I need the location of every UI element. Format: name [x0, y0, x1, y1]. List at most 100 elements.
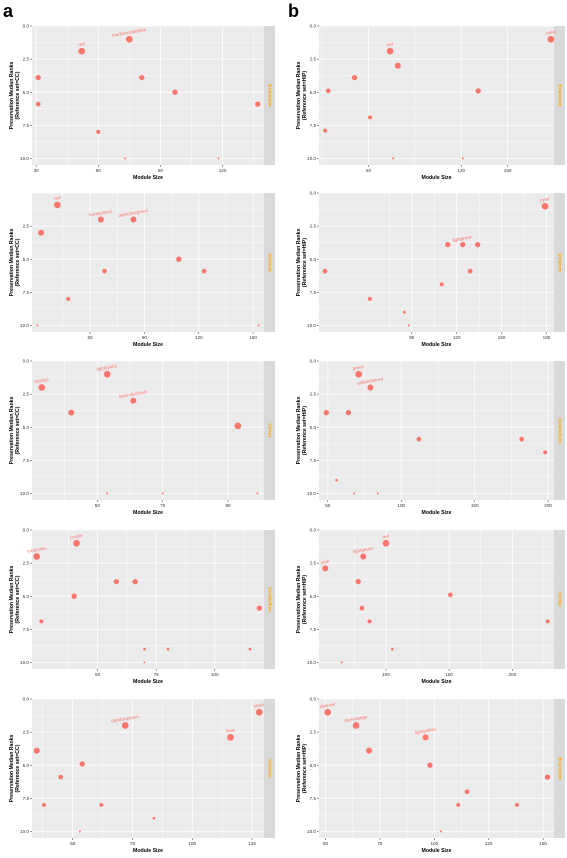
y-axis-title-line: Preservation Median Ranks [9, 397, 15, 465]
y-tick-label: 2.5 [310, 561, 317, 566]
data-point [96, 129, 101, 134]
data-point [464, 789, 470, 795]
x-tick-label: 150 [445, 672, 453, 677]
x-axis-title: Module Size [422, 848, 452, 854]
facet-strip [554, 699, 565, 838]
y-tick-label: 2.5 [23, 57, 30, 62]
facet-strip [264, 361, 275, 500]
point-label: black [253, 702, 265, 709]
x-tick-label: 60 [366, 168, 372, 173]
panel-letter-b: b [288, 1, 299, 21]
x-tick-label: 60 [87, 335, 93, 340]
scatter-panel-a-3: Cortex 50 70 90 0.0 2.5 5.0 7.5 10.0 Module Size P… [9, 359, 275, 516]
y-tick-label: 10.0 [307, 323, 316, 328]
data-point [323, 409, 330, 416]
y-axis-title-line: (Reference set=HIP) [302, 238, 308, 287]
facet-strip-label: Cortex [557, 592, 562, 607]
data-point [130, 216, 137, 223]
data-point [248, 647, 252, 651]
y-axis-title-line: (Reference set=HIP) [302, 744, 308, 793]
x-tick-label: 100 [382, 672, 390, 677]
x-axis-title: Module Size [422, 175, 452, 181]
y-axis-title: Preservation Median Ranks(Reference set=… [9, 735, 21, 803]
y-tick-label: 2.5 [23, 730, 30, 735]
plot-background [32, 193, 264, 332]
point-label: darkorange [344, 714, 368, 723]
data-point [33, 747, 40, 754]
data-point [227, 734, 234, 741]
y-tick-label: 7.5 [310, 796, 317, 801]
plots-container: Brainstem 30 60 90 120 0.0 2.5 5.0 7.5 10.0 Module… [9, 24, 565, 854]
y-tick-label: 7.5 [23, 627, 30, 632]
data-point [79, 761, 85, 767]
data-point [407, 324, 410, 327]
data-point [368, 115, 373, 120]
facet-strip-label: Cerebellum [557, 418, 562, 443]
y-tick-label: 0.0 [310, 697, 317, 702]
y-axis-title-line: Preservation Median Ranks [9, 62, 15, 130]
y-axis-title-line: (Reference set=HIP) [302, 71, 308, 120]
point-label: lightcyan1 [96, 363, 118, 372]
data-point [124, 157, 127, 160]
y-tick-label: 10.0 [307, 829, 316, 834]
data-point [126, 35, 133, 43]
data-point [359, 605, 365, 611]
x-tick-label: 75 [130, 841, 136, 846]
x-tick-label: 150 [249, 335, 257, 340]
data-point [325, 88, 331, 94]
x-tick-label: 150 [504, 168, 512, 173]
x-tick-label: 150 [471, 503, 479, 508]
y-tick-label: 7.5 [23, 458, 30, 463]
x-tick-label: 70 [160, 503, 166, 508]
x-tick-label: 120 [453, 335, 461, 340]
point-label: lightyellow [414, 726, 436, 735]
data-point [71, 593, 77, 599]
data-point [102, 268, 107, 274]
data-point [367, 619, 372, 624]
x-axis-title: Module Size [133, 510, 163, 516]
point-label: red [386, 41, 394, 47]
data-point [130, 397, 137, 404]
x-tick-label: 125 [248, 841, 256, 846]
data-point [217, 157, 220, 160]
facet-strip-label: Brainstem [557, 757, 562, 779]
facet-strip-label: Cerebellum [267, 587, 272, 612]
data-point [467, 268, 473, 274]
x-tick-label: 120 [195, 335, 203, 340]
data-point [58, 774, 64, 780]
y-tick-label: 0.0 [23, 528, 30, 533]
x-tick-label: 75 [154, 672, 160, 677]
data-point [322, 268, 328, 274]
x-axis-title: Module Size [133, 175, 163, 181]
y-tick-label: 2.5 [23, 392, 30, 397]
facet-strip [264, 699, 275, 838]
x-tick-label: 50 [95, 503, 101, 508]
data-point [367, 384, 374, 391]
x-tick-label: 50 [325, 503, 331, 508]
point-label: thistle2 [34, 377, 50, 385]
data-point [41, 802, 46, 807]
facet-strip [264, 530, 275, 669]
x-tick-label: 90 [409, 335, 415, 340]
panel-letter-a: a [3, 1, 14, 21]
data-point [97, 216, 104, 223]
y-axis-title: Preservation Median Ranks(Reference set=… [9, 229, 21, 297]
y-tick-label: 5.0 [310, 425, 317, 430]
data-point [68, 409, 75, 416]
y-tick-label: 0.0 [310, 359, 317, 364]
data-point [139, 74, 145, 81]
y-tick-label: 0.0 [23, 24, 30, 29]
y-tick-label: 7.5 [23, 123, 30, 128]
point-label: green [352, 364, 365, 371]
y-tick-label: 0.0 [23, 359, 30, 364]
data-point [519, 436, 525, 442]
data-point [547, 35, 555, 43]
data-point [355, 370, 362, 378]
point-label: palevioletred [357, 376, 384, 386]
scatter-panel-a-2: Striatum 60 90 120 150 2.5 5.0 7.5 10.0 Module Si… [9, 192, 275, 348]
data-point [445, 241, 451, 248]
point-label: red [78, 41, 86, 47]
y-axis-title: Preservation Median Ranks(Reference set=… [9, 566, 21, 634]
y-tick-label: 2.5 [310, 392, 317, 397]
data-point [121, 722, 129, 729]
